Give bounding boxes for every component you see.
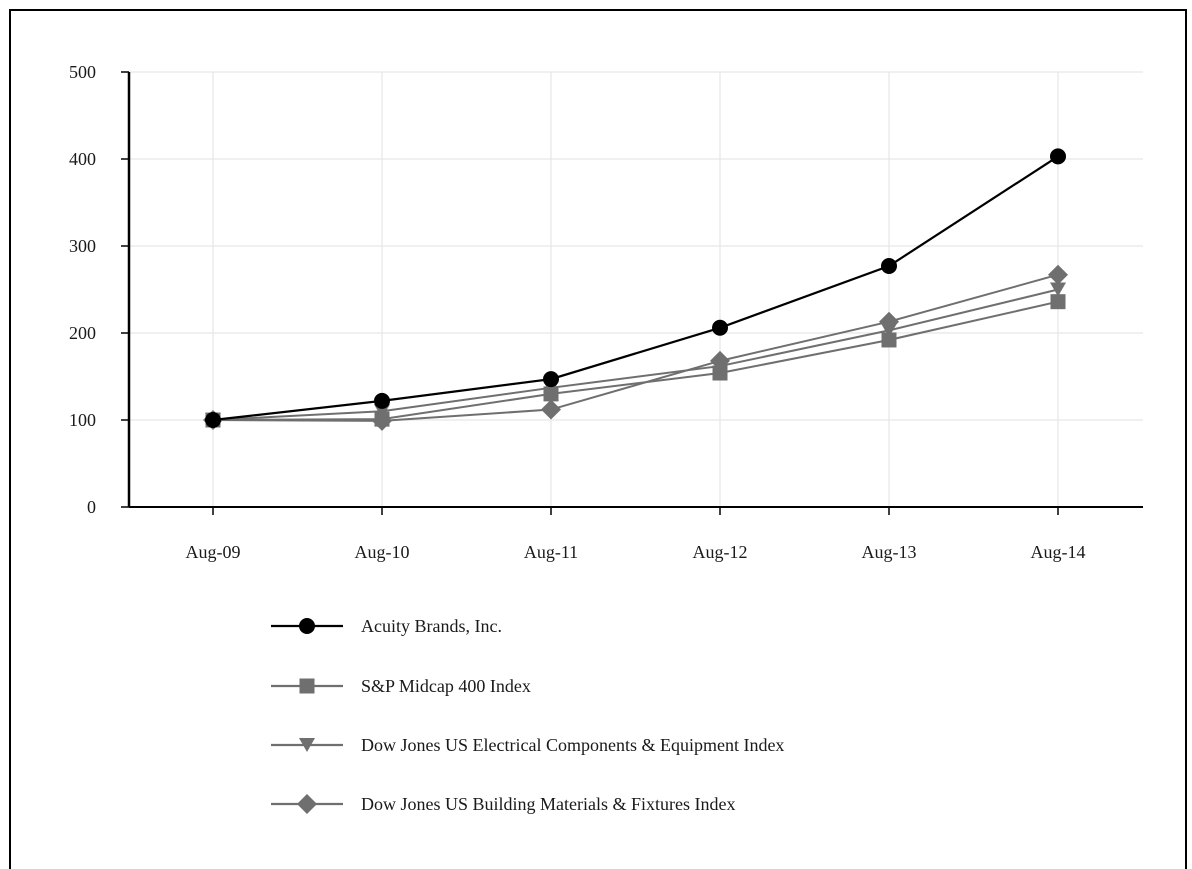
series-line (212, 288, 1059, 421)
series-1 (205, 294, 1066, 428)
data-point (543, 386, 559, 402)
data-point (1050, 294, 1066, 310)
legend-item: Dow Jones US Electrical Components & Equ… (271, 735, 784, 755)
gridlines (129, 71, 1143, 507)
data-point (205, 412, 221, 428)
y-tick-label: 200 (69, 323, 96, 343)
legend-item: Acuity Brands, Inc. (271, 616, 502, 636)
x-tick-label: Aug-12 (693, 542, 748, 562)
y-tick-label: 400 (69, 149, 96, 169)
y-tick-label: 100 (69, 410, 96, 430)
x-tick-label: Aug-09 (186, 542, 241, 562)
data-point (881, 332, 897, 348)
data-point (1050, 148, 1066, 165)
x-tick-label: Aug-10 (355, 542, 410, 562)
x-tick-label: Aug-13 (862, 542, 917, 562)
series-line (212, 300, 1059, 421)
legend-label: Dow Jones US Electrical Components & Equ… (361, 735, 784, 755)
data-point (712, 319, 728, 336)
legend-marker (299, 678, 315, 694)
data-point (543, 371, 559, 388)
y-tick-label: 500 (69, 62, 96, 82)
legend-label: Dow Jones US Building Materials & Fixtur… (361, 794, 735, 814)
y-tick-label: 300 (69, 236, 96, 256)
data-point (881, 258, 897, 275)
series-lines (203, 148, 1068, 431)
data-point (374, 411, 390, 427)
series-line (212, 155, 1059, 422)
y-tick-labels: 0 100 200 300 400 500 (69, 62, 96, 517)
data-point (881, 323, 897, 338)
data-point (712, 365, 728, 381)
data-point (1050, 282, 1066, 297)
axes (121, 71, 1143, 515)
x-tick-label: Aug-14 (1031, 542, 1086, 562)
chart-frame (9, 9, 1187, 869)
data-point (541, 399, 561, 420)
series-line (212, 273, 1059, 422)
legend-marker (297, 794, 317, 814)
x-tick-label: Aug-11 (524, 542, 578, 562)
legend-label: Acuity Brands, Inc. (361, 616, 502, 636)
legend-item: S&P Midcap 400 Index (271, 676, 531, 696)
legend: Acuity Brands, Inc. S&P Midcap 400 Index D… (271, 616, 784, 814)
legend-item: Dow Jones US Building Materials & Fixtur… (271, 794, 735, 814)
data-point (1048, 264, 1068, 285)
y-tick-label: 0 (87, 497, 96, 517)
data-point (374, 404, 390, 419)
legend-marker (299, 618, 315, 634)
legend-marker (299, 738, 315, 752)
legend-label: S&P Midcap 400 Index (361, 676, 531, 696)
data-point (374, 392, 390, 409)
series-0 (205, 148, 1066, 428)
x-tick-labels: Aug-09 Aug-10 Aug-11 Aug-12 Aug-13 Aug-14 (186, 542, 1086, 562)
